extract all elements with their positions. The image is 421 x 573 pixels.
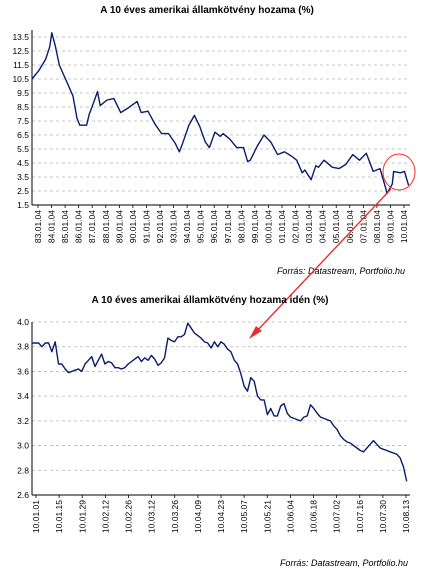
y-tick-label: 3.4 bbox=[17, 391, 29, 401]
chart-1-title: A 10 éves amerikai államkötvény hozama (… bbox=[100, 5, 314, 16]
x-tick-label: 83.01.04 bbox=[33, 210, 43, 243]
chart-1-series bbox=[31, 32, 410, 195]
x-tick-label: 85.01.04 bbox=[60, 210, 70, 243]
x-tick-label: 93.01.04 bbox=[169, 210, 179, 243]
chart-1: A 10 éves amerikai államkötvény hozama (… bbox=[12, 5, 416, 339]
x-tick-label: 86.01.04 bbox=[74, 210, 84, 243]
y-tick-label: 7.5 bbox=[17, 116, 29, 126]
x-tick-label: 84.01.04 bbox=[47, 210, 57, 243]
x-tick-label: 01.01.04 bbox=[277, 210, 287, 243]
chart-1-y-axis-labels: 1.5 2.5 3.5 4.5 5.5 6.5 7.5 8.5 9.5 10.5 11.5 12.5 1… bbox=[12, 32, 29, 210]
x-tick-label: 10.02.26 bbox=[124, 500, 134, 533]
y-tick-label: 3.8 bbox=[17, 342, 29, 352]
x-tick-label: 91.01.04 bbox=[141, 210, 151, 243]
x-tick-label: 10.07.02 bbox=[332, 500, 342, 533]
y-tick-label: 3.2 bbox=[17, 416, 29, 426]
y-tick-label: 5.5 bbox=[17, 144, 29, 154]
y-tick-label: 3.0 bbox=[17, 441, 29, 451]
y-tick-label: 3.5 bbox=[17, 172, 29, 182]
x-tick-label: 10.05.07 bbox=[239, 500, 249, 533]
y-tick-label: 6.5 bbox=[17, 130, 29, 140]
x-tick-label: 05.01.04 bbox=[331, 210, 341, 243]
x-tick-label: 04.01.04 bbox=[318, 210, 328, 243]
x-tick-label: 89.01.04 bbox=[114, 210, 124, 243]
x-tick-label: 10.03.12 bbox=[147, 500, 157, 533]
x-tick-label: 10.05.21 bbox=[262, 500, 272, 533]
x-tick-label: 10.04.23 bbox=[216, 500, 226, 533]
highlight-ellipse bbox=[382, 153, 416, 191]
y-tick-label: 1.5 bbox=[17, 200, 29, 210]
x-tick-label: 10.07.16 bbox=[355, 500, 365, 533]
y-tick-label: 12.5 bbox=[12, 46, 29, 56]
x-tick-label: 87.01.04 bbox=[87, 210, 97, 243]
yield-series-line bbox=[31, 32, 410, 195]
x-tick-label: 06.01.04 bbox=[345, 210, 355, 243]
x-tick-label: 90.01.04 bbox=[128, 210, 138, 243]
x-tick-label: 10.03.26 bbox=[170, 500, 180, 533]
x-tick-label: 10.01.29 bbox=[77, 500, 87, 533]
chart-2-gridlines bbox=[32, 321, 410, 471]
x-tick-label: 03.01.04 bbox=[304, 210, 314, 243]
x-tick-label: 98.01.04 bbox=[236, 210, 246, 243]
x-tick-label: 95.01.04 bbox=[196, 210, 206, 243]
chart-2: A 10 éves amerikai államkötvény hozama i… bbox=[17, 295, 411, 568]
x-tick-label: 10.07.30 bbox=[378, 500, 388, 533]
callout-arrow-line bbox=[254, 188, 392, 334]
x-tick-label: 97.01.04 bbox=[223, 210, 233, 243]
x-tick-label: 96.01.04 bbox=[209, 210, 219, 243]
x-tick-label: 10.06.18 bbox=[309, 500, 319, 533]
x-tick-label: 09.01.04 bbox=[385, 210, 395, 243]
y-tick-label: 13.5 bbox=[12, 32, 29, 42]
chart-2-x-axis-labels: 10.01.01 10.01.15 10.01.29 10.02.12 10.02.26… bbox=[31, 495, 411, 533]
x-tick-label: 94.01.04 bbox=[182, 210, 192, 243]
y-tick-label: 8.5 bbox=[17, 102, 29, 112]
chart-1-x-axis-labels: 83.01.04 84.01.04 85.01.04 86.01.04 87.01.04… bbox=[33, 205, 409, 243]
x-tick-label: 10.01.04 bbox=[399, 210, 409, 243]
y-tick-label: 2.6 bbox=[17, 490, 29, 500]
y-tick-label: 9.5 bbox=[17, 88, 29, 98]
x-tick-label: 10.04.09 bbox=[193, 500, 203, 533]
x-tick-label: 10.06.04 bbox=[285, 500, 295, 533]
y-tick-label: 3.6 bbox=[17, 366, 29, 376]
x-tick-label: 10.02.12 bbox=[100, 500, 110, 533]
chart-1-gridlines bbox=[32, 36, 410, 192]
x-tick-label: 92.01.04 bbox=[155, 210, 165, 243]
x-tick-label: 00.01.04 bbox=[263, 210, 273, 243]
chart-1-source: Forrás: Datastream, Portfolio.hu bbox=[277, 266, 405, 276]
x-tick-label: 88.01.04 bbox=[101, 210, 111, 243]
callout-arrow-head bbox=[249, 326, 262, 339]
y-tick-label: 11.5 bbox=[13, 60, 29, 70]
y-tick-label: 4.0 bbox=[17, 317, 29, 327]
chart-2-series bbox=[32, 322, 408, 482]
chart-2-source: Forrás: Datastream, Portfolio.hu bbox=[280, 558, 408, 568]
x-tick-label: 10.08.13 bbox=[401, 500, 411, 533]
y-tick-label: 2.8 bbox=[17, 465, 29, 475]
x-tick-label: 10.01.01 bbox=[31, 500, 41, 533]
yield-series-line bbox=[32, 322, 408, 482]
y-tick-label: 2.5 bbox=[17, 186, 29, 196]
x-tick-label: 07.01.04 bbox=[358, 210, 368, 243]
x-tick-label: 10.01.15 bbox=[54, 500, 64, 533]
chart-2-title: A 10 éves amerikai államkötvény hozama i… bbox=[92, 295, 329, 306]
x-tick-label: 02.01.04 bbox=[291, 210, 301, 243]
x-tick-label: 99.01.04 bbox=[250, 210, 260, 243]
y-tick-label: 4.5 bbox=[17, 158, 29, 168]
y-tick-label: 10.5 bbox=[12, 74, 29, 84]
chart-2-y-axis-labels: 2.6 2.8 3.0 3.2 3.4 3.6 3.8 4.0 bbox=[17, 317, 29, 500]
x-tick-label: 08.01.04 bbox=[372, 210, 382, 243]
